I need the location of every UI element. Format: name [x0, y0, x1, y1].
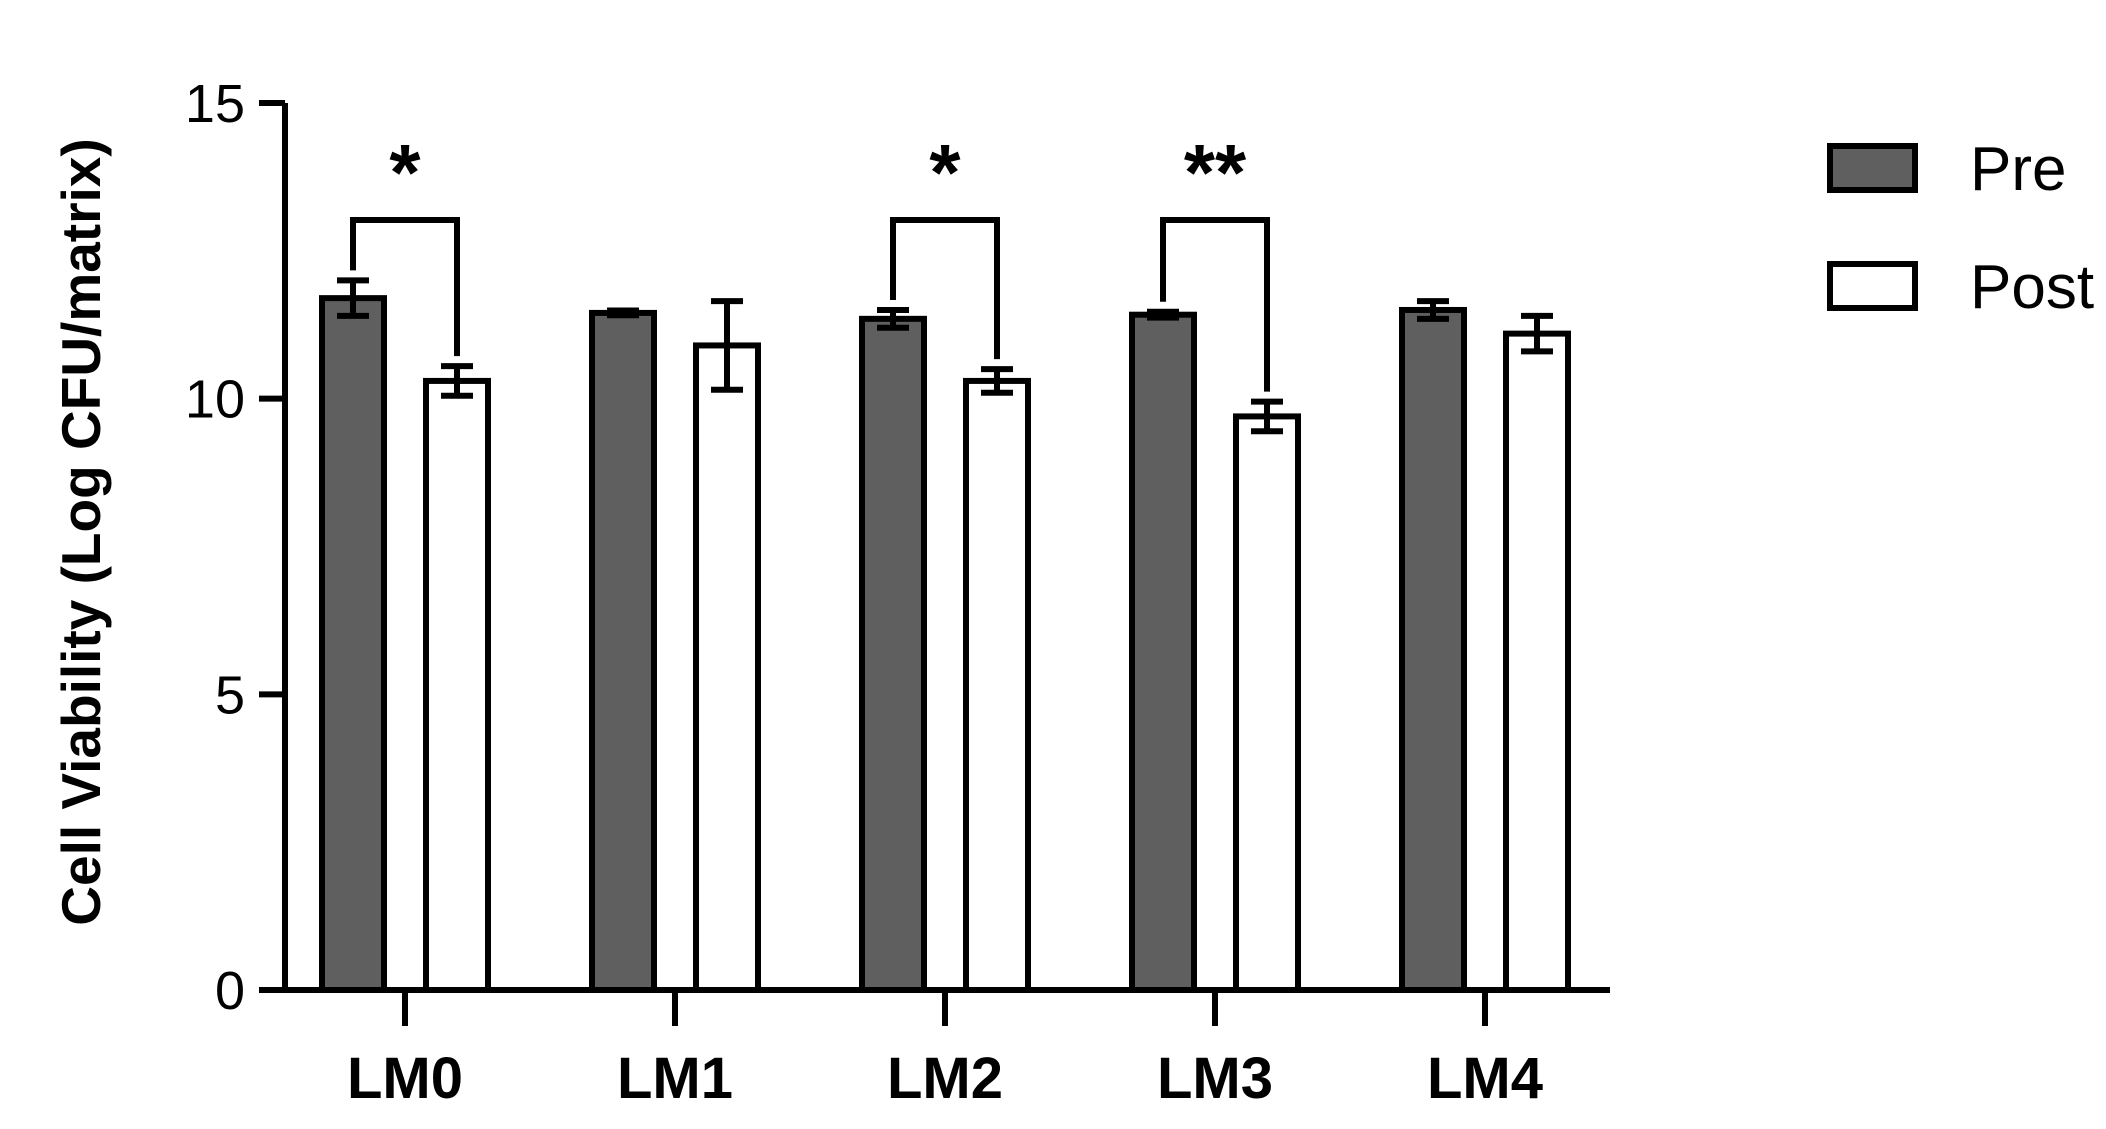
- significance-bracket: [890, 217, 1000, 360]
- significance-bracket: [350, 217, 460, 357]
- legend: Pre Post: [1827, 135, 2094, 322]
- bar-post-lm2: [963, 377, 1031, 993]
- y-tick-label-0: 0: [215, 961, 245, 1021]
- legend-swatch-pre: [1827, 143, 1918, 193]
- x-tick-label-lm1: LM1: [617, 1046, 733, 1111]
- bar-pre-lm2: [859, 315, 927, 993]
- bar-post-lm0: [423, 377, 491, 993]
- x-tick-label-lm4: LM4: [1427, 1046, 1543, 1111]
- x-tick-label-lm2: LM2: [887, 1046, 1003, 1111]
- error-bar-post-lm2: [981, 366, 1013, 396]
- plot-area: * * **: [319, 128, 1571, 993]
- x-tick-label-lm3: LM3: [1157, 1046, 1273, 1111]
- bar-pre-lm4: [1399, 306, 1467, 993]
- significance-marker: *: [929, 128, 961, 217]
- legend-item-post: Post: [1827, 253, 2094, 322]
- significance-lm2: *: [890, 128, 1000, 360]
- y-axis-title: Cell Viability (Log CFU/matrix): [50, 138, 112, 925]
- error-bar-post-lm4: [1521, 312, 1553, 355]
- legend-label-post: Post: [1970, 253, 2094, 322]
- error-bar-pre-lm1: [607, 307, 639, 319]
- error-bar-pre-lm3: [1147, 308, 1179, 321]
- error-bar-post-lm1: [711, 298, 743, 393]
- significance-lm0: *: [350, 128, 460, 357]
- bar-pre-lm0: [319, 295, 387, 993]
- x-tick-label-lm0: LM0: [347, 1046, 463, 1111]
- error-bar-post-lm3: [1251, 398, 1283, 435]
- significance-bracket: [1160, 217, 1270, 392]
- axes: 0 5 10 15 LM0 LM1 LM2 LM3 LM4: [185, 74, 1610, 1111]
- y-tick-label-10: 10: [185, 370, 245, 430]
- error-bar-pre-lm2: [877, 306, 909, 331]
- legend-swatch-post: [1827, 261, 1918, 311]
- significance-lm3: **: [1160, 128, 1270, 392]
- significance-marker: **: [1184, 128, 1247, 217]
- error-bar-pre-lm4: [1417, 298, 1449, 322]
- bar-pre-lm1: [589, 309, 657, 993]
- bar-post-lm3: [1233, 413, 1301, 993]
- y-tick-label-15: 15: [185, 74, 245, 134]
- legend-label-pre: Pre: [1970, 135, 2066, 204]
- error-bar-pre-lm0: [337, 277, 369, 319]
- error-bar-post-lm0: [441, 363, 473, 399]
- legend-item-pre: Pre: [1827, 135, 2066, 204]
- bar-pre-lm3: [1129, 311, 1197, 993]
- bar-post-lm1: [693, 342, 761, 993]
- y-tick-label-5: 5: [215, 665, 245, 725]
- bar-post-lm4: [1503, 330, 1571, 993]
- significance-marker: *: [389, 128, 421, 217]
